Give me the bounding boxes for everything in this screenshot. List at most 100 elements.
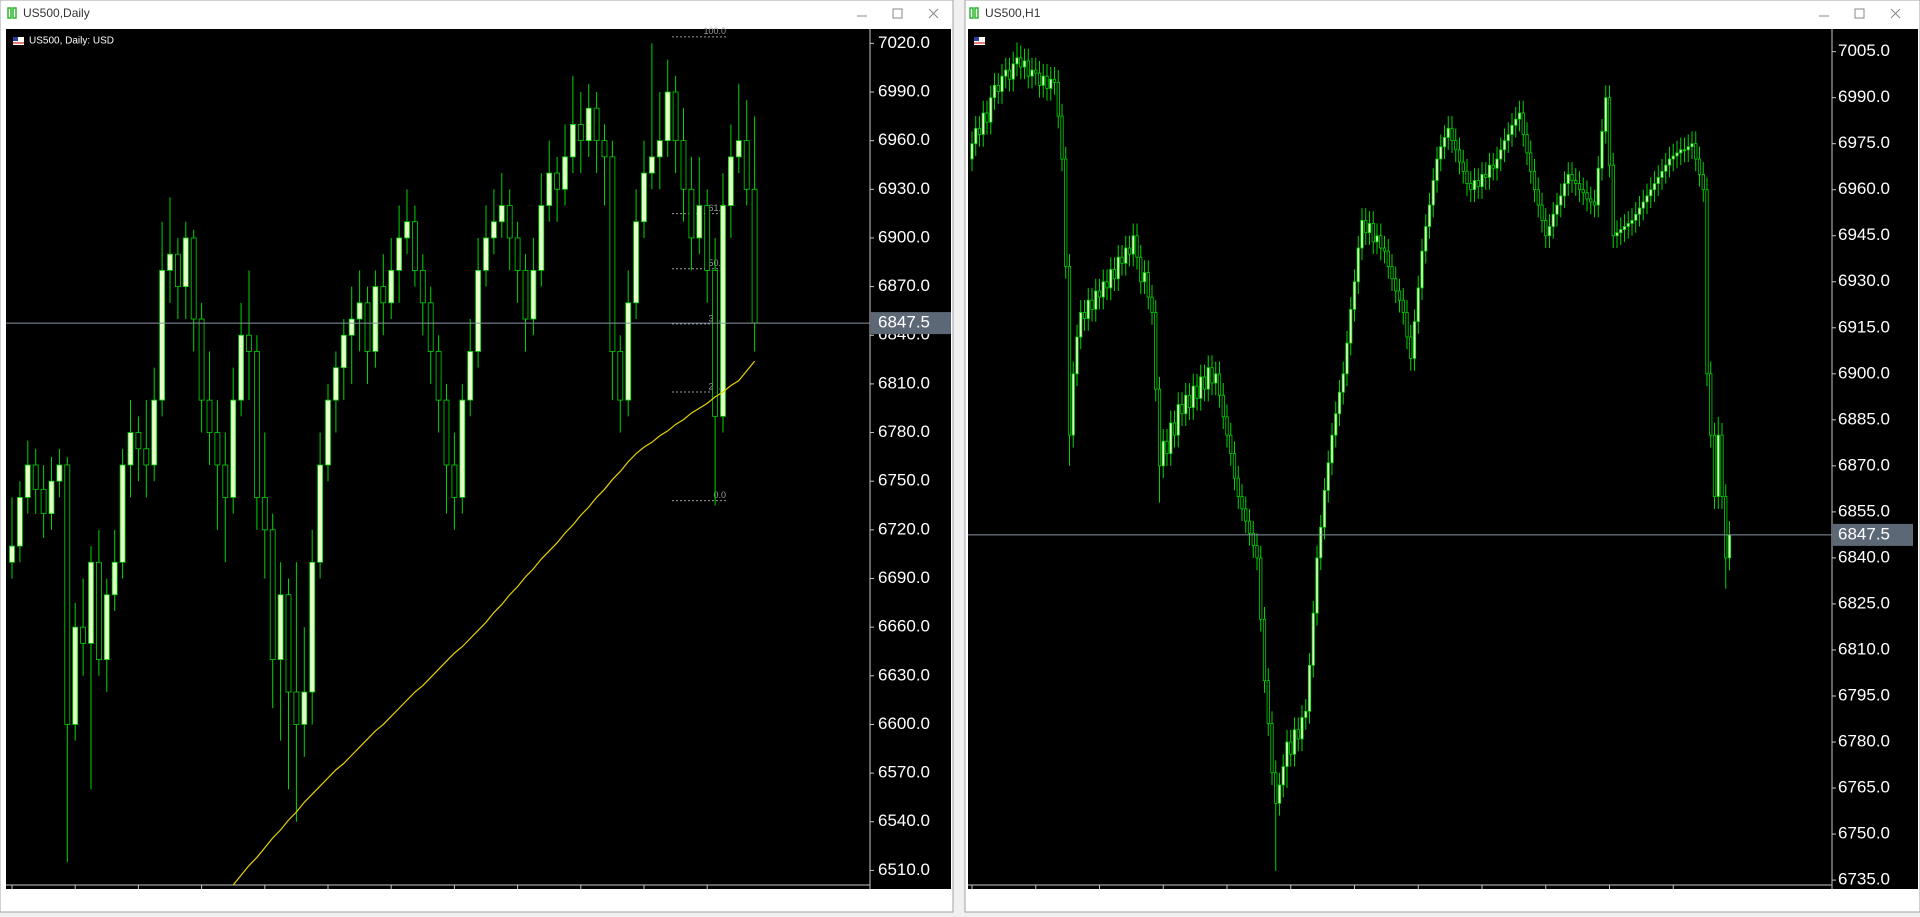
x-tick-label: 13 Oct 2025 (71, 890, 131, 902)
candle-body (1052, 78, 1057, 83)
candle-body (1502, 140, 1507, 151)
candle-body (1071, 373, 1075, 436)
candle-body (1641, 201, 1645, 209)
candle-body (1326, 462, 1330, 491)
y-tick-label: 6795.0 (1838, 685, 1890, 704)
candle-body (514, 237, 521, 271)
candle-body (1487, 164, 1492, 178)
candle-body (32, 464, 39, 490)
candle-body (127, 432, 134, 466)
x-tick-label: 4 Feb 2026 (703, 890, 759, 902)
candle-body (1037, 72, 1042, 86)
candle-body (1135, 235, 1139, 258)
candle-body (1577, 183, 1582, 191)
y-tick-label: 6885.0 (1838, 409, 1890, 428)
candle-body (64, 464, 71, 725)
y-tick-label: 6960.0 (1838, 179, 1890, 198)
candle-body (1386, 250, 1390, 267)
x-tick-label: 3 Feb 11:00 (1032, 890, 1090, 902)
candle-body (1547, 226, 1552, 237)
candle-body (1154, 312, 1158, 390)
candle-body (680, 140, 687, 190)
candle-body (80, 626, 86, 644)
close-button[interactable] (1890, 8, 1901, 19)
candle-body (1300, 717, 1304, 740)
candle-body (1064, 158, 1068, 267)
candle-body (1480, 173, 1484, 188)
candle-body (1191, 385, 1195, 408)
candle-body (1229, 434, 1233, 454)
candle-body (261, 497, 268, 531)
candle-body (1026, 60, 1030, 77)
candle-body (56, 464, 63, 482)
candle-body (309, 561, 316, 693)
candle-body (1341, 373, 1345, 393)
candle-body (1030, 69, 1034, 77)
plots: 6510.0 6540.0 6570.0 6600.0 6630.0 6660.0 6690… (6, 26, 1913, 902)
candle-body (1484, 173, 1488, 178)
candle-body (506, 205, 513, 239)
candle-body (1210, 367, 1214, 384)
candle-body (372, 286, 379, 352)
x-tick-label: 6 Feb 22:00 (1351, 890, 1410, 902)
candle-body (459, 399, 466, 498)
candle-body (1570, 173, 1574, 181)
candle-body (996, 84, 1000, 92)
last-price-label: 6847.5 (1838, 524, 1890, 543)
candle-body (981, 112, 985, 135)
close-button[interactable] (928, 8, 939, 19)
candle-body (1165, 440, 1169, 454)
candle-body (1292, 729, 1297, 755)
y-tick-label: 6975.0 (1838, 133, 1890, 152)
candle-body (1056, 81, 1060, 117)
last-price-box (1833, 523, 1913, 546)
candle-body (672, 91, 679, 142)
candle-body (1000, 75, 1004, 92)
maximize-button[interactable] (892, 8, 903, 19)
candle-body (1307, 664, 1312, 712)
candle-body (396, 237, 403, 271)
candle-body (1514, 118, 1518, 126)
candle-body (325, 399, 331, 466)
y-tick-label: 6825.0 (1838, 593, 1890, 612)
candle-body (1412, 321, 1417, 359)
candle-body (419, 269, 426, 304)
candle-body (1360, 219, 1364, 249)
candle-body (546, 172, 553, 206)
y-tick-label: 6810.0 (878, 373, 930, 392)
candle-body (649, 156, 655, 174)
chart-area (6, 29, 951, 889)
candle-body (490, 221, 497, 239)
candle-body (238, 334, 245, 401)
candle-body (1510, 124, 1514, 135)
candle-body (656, 140, 663, 158)
candle-body (1142, 272, 1147, 283)
y-tick-label: 6780.0 (1838, 731, 1890, 750)
candle-body (1562, 183, 1567, 197)
candle-body (1652, 183, 1657, 191)
candle-body (1086, 299, 1090, 319)
candle-body (570, 124, 576, 158)
y-tick-label: 6870.0 (1838, 455, 1890, 474)
candle-body (1277, 784, 1282, 804)
candle-body (1172, 422, 1177, 436)
maximize-button[interactable] (1854, 8, 1865, 19)
x-tick-label: 23 Oct 2025 (134, 890, 194, 902)
candle-body (1281, 766, 1285, 786)
candle-body (1450, 127, 1454, 142)
candle-body (1634, 213, 1638, 221)
y-tick-label: 6765.0 (1838, 778, 1890, 797)
candle-body (1697, 158, 1702, 175)
x-tick-label: 8 Dec 2025 (387, 890, 443, 902)
candle-body (1244, 508, 1248, 522)
candle-body (1409, 336, 1413, 359)
y-tick-label: 6540.0 (878, 811, 930, 830)
candle-body (720, 205, 726, 417)
x-tick-label: 31 Dec 2025 (514, 890, 576, 902)
candle-body (1352, 281, 1357, 310)
candle-body (1724, 496, 1728, 559)
candle-body (601, 140, 608, 158)
candle-body (538, 205, 545, 271)
candle-body (1394, 278, 1398, 292)
x-tick-label: 4 Feb 04:00 (1096, 890, 1155, 902)
